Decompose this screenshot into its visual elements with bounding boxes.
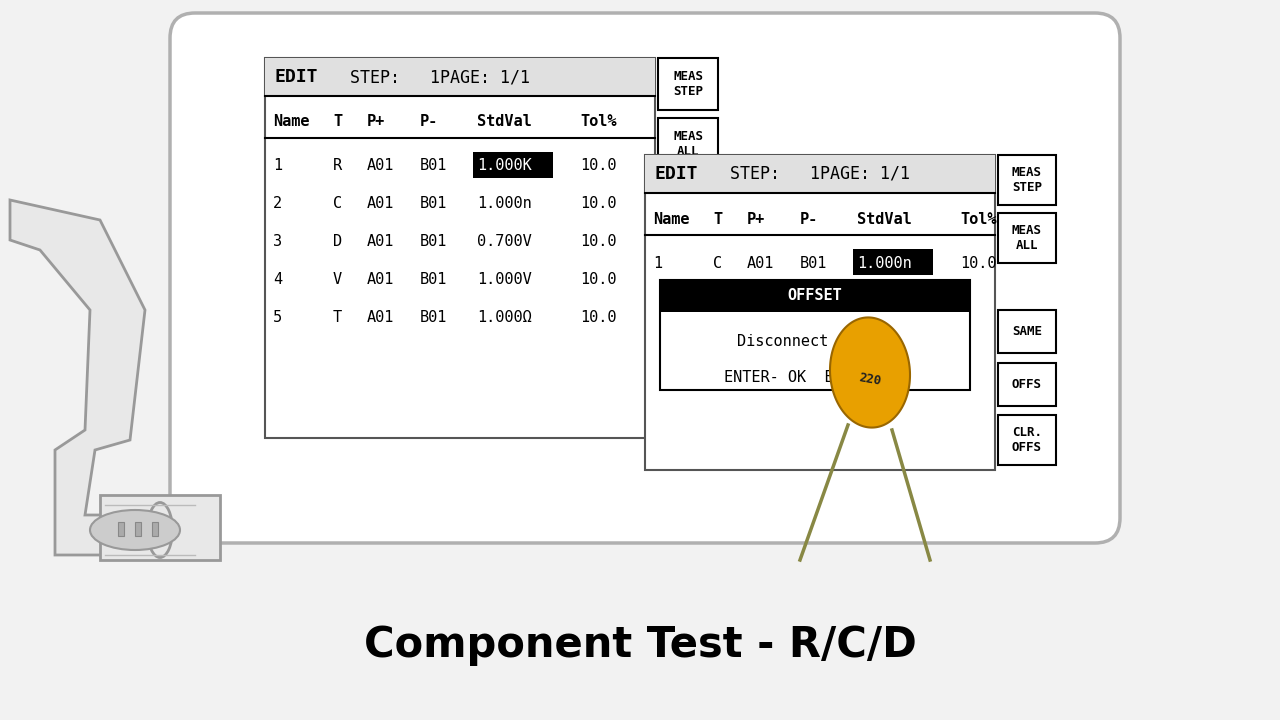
- Text: OFFS: OFFS: [673, 321, 703, 334]
- Bar: [645, 155, 995, 470]
- Bar: [265, 58, 655, 96]
- Text: StdVal: StdVal: [858, 212, 911, 227]
- Text: B01: B01: [800, 256, 827, 271]
- Text: Tol%: Tol%: [580, 114, 617, 130]
- Text: MEAS
ALL: MEAS ALL: [673, 130, 703, 158]
- Text: P+: P+: [748, 212, 765, 227]
- Bar: [118, 522, 124, 536]
- Text: B01: B01: [420, 235, 448, 250]
- Text: A01: A01: [367, 235, 394, 250]
- Bar: [645, 155, 995, 193]
- Text: OFFSET: OFFSET: [787, 289, 842, 304]
- Text: Disconnect cable!: Disconnect cable!: [737, 335, 892, 349]
- Text: P-: P-: [800, 212, 818, 227]
- Text: 5: 5: [273, 310, 282, 325]
- Text: 10.0: 10.0: [580, 310, 617, 325]
- Bar: [998, 310, 1056, 353]
- Text: CLR.
OFFS: CLR. OFFS: [673, 380, 703, 408]
- Text: D: D: [333, 235, 342, 250]
- Bar: [998, 213, 1056, 263]
- Text: CLR.
OFFS: CLR. OFFS: [1012, 426, 1042, 454]
- Ellipse shape: [90, 510, 180, 550]
- Text: P-: P-: [420, 114, 438, 130]
- Text: MEAS
STEP: MEAS STEP: [673, 70, 703, 98]
- Text: B01: B01: [420, 197, 448, 212]
- Text: A01: A01: [748, 256, 774, 271]
- Text: OFFS: OFFS: [1012, 378, 1042, 391]
- Text: C: C: [333, 197, 342, 212]
- Text: A01: A01: [367, 158, 394, 174]
- Text: 1.000n: 1.000n: [477, 197, 531, 212]
- Text: R: R: [333, 158, 342, 174]
- Text: B01: B01: [420, 310, 448, 325]
- Text: 1.000n: 1.000n: [858, 256, 911, 271]
- Text: STEP:   1PAGE: 1/1: STEP: 1PAGE: 1/1: [349, 68, 530, 86]
- Bar: [658, 305, 718, 350]
- Text: Component Test - R/C/D: Component Test - R/C/D: [364, 624, 916, 666]
- Text: 10.0: 10.0: [580, 197, 617, 212]
- Bar: [658, 118, 718, 170]
- Bar: [134, 522, 141, 536]
- Text: EDIT: EDIT: [275, 68, 319, 86]
- Text: 2: 2: [273, 197, 282, 212]
- Text: A01: A01: [367, 197, 394, 212]
- Text: V: V: [333, 272, 342, 287]
- Text: 1.000K: 1.000K: [477, 158, 531, 174]
- FancyBboxPatch shape: [170, 13, 1120, 543]
- Text: EDIT: EDIT: [655, 165, 699, 183]
- Text: B01: B01: [420, 158, 448, 174]
- Text: C: C: [713, 256, 722, 271]
- Text: A01: A01: [367, 272, 394, 287]
- Text: 1: 1: [653, 256, 662, 271]
- Text: B01: B01: [420, 272, 448, 287]
- Text: 1.000V: 1.000V: [477, 272, 531, 287]
- Bar: [852, 249, 933, 275]
- Text: MEAS
ALL: MEAS ALL: [1012, 224, 1042, 252]
- Bar: [998, 363, 1056, 406]
- Bar: [100, 495, 220, 560]
- Bar: [658, 240, 718, 285]
- Text: 10.0: 10.0: [960, 256, 997, 271]
- Text: SAME: SAME: [1012, 325, 1042, 338]
- Text: 220: 220: [858, 372, 882, 388]
- Bar: [658, 58, 718, 110]
- Bar: [660, 280, 970, 312]
- Text: 4: 4: [273, 272, 282, 287]
- Text: T: T: [333, 310, 342, 325]
- Text: 1: 1: [273, 158, 282, 174]
- Bar: [645, 155, 995, 470]
- Text: 0.700V: 0.700V: [477, 235, 531, 250]
- Bar: [998, 415, 1056, 465]
- Text: 10.0: 10.0: [580, 272, 617, 287]
- Bar: [658, 368, 718, 420]
- Polygon shape: [10, 200, 186, 555]
- Text: ENTER- OK  EXIT-QUIT: ENTER- OK EXIT-QUIT: [723, 369, 906, 384]
- Text: A01: A01: [367, 310, 394, 325]
- Text: Name: Name: [273, 114, 310, 130]
- Text: 10.0: 10.0: [580, 235, 617, 250]
- Text: 3: 3: [273, 235, 282, 250]
- Ellipse shape: [147, 503, 173, 557]
- Text: StdVal: StdVal: [477, 114, 531, 130]
- Text: 1.000Ω: 1.000Ω: [477, 310, 531, 325]
- Bar: [998, 155, 1056, 205]
- Text: P+: P+: [367, 114, 385, 130]
- Text: Name: Name: [653, 212, 690, 227]
- Polygon shape: [829, 318, 910, 428]
- Text: SAME: SAME: [673, 256, 703, 269]
- Bar: [152, 522, 157, 536]
- Text: MEAS
STEP: MEAS STEP: [1012, 166, 1042, 194]
- Text: Tol%: Tol%: [960, 212, 997, 227]
- Bar: [265, 58, 655, 438]
- Bar: [660, 280, 970, 390]
- Text: T: T: [333, 114, 342, 130]
- Bar: [474, 152, 553, 178]
- Text: T: T: [713, 212, 722, 227]
- Text: STEP:   1PAGE: 1/1: STEP: 1PAGE: 1/1: [730, 165, 910, 183]
- Text: 10.0: 10.0: [580, 158, 617, 174]
